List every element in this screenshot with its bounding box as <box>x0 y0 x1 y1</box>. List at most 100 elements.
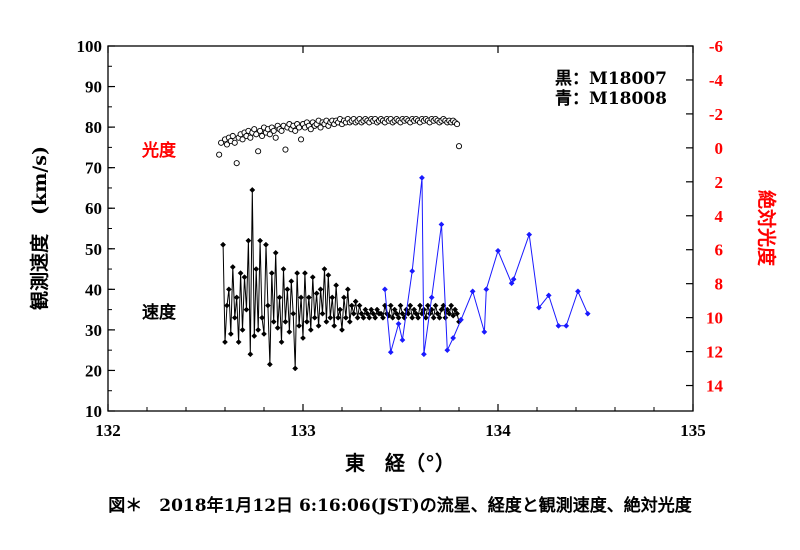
speed-point-black <box>315 322 322 329</box>
speed-point-black <box>391 306 398 313</box>
x-tick-label: 134 <box>485 421 511 440</box>
speed-point-black <box>434 310 441 317</box>
speed-point-black <box>329 294 336 301</box>
speed-point-blue <box>563 322 570 329</box>
speed-point-blue <box>495 247 501 254</box>
y2-tick-label: 2 <box>715 173 724 192</box>
speed-point-blue <box>395 320 402 327</box>
speed-point-black <box>362 306 369 313</box>
speed-point-blue <box>508 280 515 287</box>
brightness-point <box>455 143 463 150</box>
brightness-point <box>307 126 314 133</box>
y-tick-label: 20 <box>85 361 102 380</box>
speed-point-black <box>307 326 314 333</box>
speed-point-black <box>389 314 396 321</box>
speed-point-black <box>413 310 420 317</box>
speed-point-black <box>432 302 439 309</box>
speed-point-black <box>268 270 275 277</box>
speed-point-black <box>282 318 289 325</box>
speed-point-blue <box>444 347 451 354</box>
speed-point-black <box>321 266 328 273</box>
speed-point-blue <box>450 335 457 341</box>
speed-point-black <box>323 318 330 325</box>
y2-tick-label: -6 <box>709 37 723 56</box>
x-tick-label: 132 <box>95 421 121 440</box>
speed-point-black <box>358 310 365 317</box>
y-tick-label: 70 <box>85 159 102 178</box>
speed-point-black <box>237 270 244 277</box>
x-tick-label: 133 <box>290 421 316 440</box>
speed-point-black <box>333 282 340 289</box>
y-tick-label: 80 <box>85 118 102 137</box>
speed-point-black <box>346 318 353 325</box>
speed-point-black <box>399 310 406 317</box>
legend-line-2: 青：M18008 <box>555 88 667 109</box>
brightness-point <box>216 151 223 158</box>
y-tick-label: 30 <box>85 321 102 340</box>
brightness-point <box>239 136 246 143</box>
brightness-point <box>297 136 305 143</box>
speed-point-black <box>262 241 269 248</box>
speed-point-black <box>223 302 230 309</box>
speed-point-blue <box>381 286 388 293</box>
speed-point-blue <box>545 292 552 299</box>
y2-tick-label: 0 <box>715 139 724 158</box>
speed-point-blue <box>438 221 445 228</box>
speed-point-black <box>255 326 262 333</box>
x-axis-label: 東 経（°） <box>345 451 455 475</box>
speed-point-black <box>280 266 287 273</box>
y2-tick-label: 8 <box>715 275 724 294</box>
y-tick-label: 10 <box>85 402 102 421</box>
speed-point-black <box>354 314 361 321</box>
speed-point-black <box>452 306 459 313</box>
speed-point-black <box>235 339 242 346</box>
speed-point-black <box>331 322 338 329</box>
y2-tick-label: 10 <box>706 309 723 328</box>
speed-point-blue <box>584 310 591 317</box>
brightness-point <box>317 124 324 131</box>
speed-point-black <box>220 241 227 248</box>
speed-point-black <box>278 339 285 346</box>
speed-point-black <box>327 314 334 321</box>
speed-point-black <box>276 294 283 301</box>
brightness-point <box>278 127 285 134</box>
speed-point-black <box>422 314 429 321</box>
speed-point-black <box>352 298 359 305</box>
speed-point-black <box>298 294 305 301</box>
legend-line-1: 黒：M18007 <box>555 69 667 89</box>
y2-tick-label: -2 <box>709 105 723 124</box>
speed-point-black <box>251 333 258 339</box>
y2-axis-label: 絶対光度 <box>755 190 778 267</box>
y2-tick-label: 14 <box>706 377 724 396</box>
speed-point-black <box>233 294 240 301</box>
speed-point-black <box>407 302 414 309</box>
speed-point-black <box>284 286 291 293</box>
speed-point-black <box>337 306 344 313</box>
speed-point-black <box>364 310 371 317</box>
speed-point-black <box>247 351 254 358</box>
speed-point-blue <box>469 288 476 295</box>
speed-point-black <box>288 278 295 285</box>
brightness-point <box>247 134 254 141</box>
speed-point-black <box>272 249 279 256</box>
speed-point-black <box>317 286 324 293</box>
speed-point-black <box>319 310 326 317</box>
speed-point-black <box>300 335 306 341</box>
speed-point-black <box>296 322 303 329</box>
y-tick-label: 60 <box>85 199 102 218</box>
speed-point-black <box>342 314 349 321</box>
speed-point-blue <box>555 322 562 329</box>
speed-point-black <box>290 310 297 317</box>
speed-point-black <box>366 314 373 321</box>
speed-point-black <box>311 314 318 321</box>
speed-point-black <box>227 330 234 337</box>
speed-point-black <box>261 330 267 337</box>
brightness-point <box>296 124 303 131</box>
brightness-point <box>223 141 230 148</box>
speed-point-blue <box>420 351 427 358</box>
speed-point-black <box>266 361 273 368</box>
speed-annotation: 速度 <box>142 302 177 323</box>
brightness-point <box>453 121 461 128</box>
speed-point-blue <box>483 286 490 293</box>
